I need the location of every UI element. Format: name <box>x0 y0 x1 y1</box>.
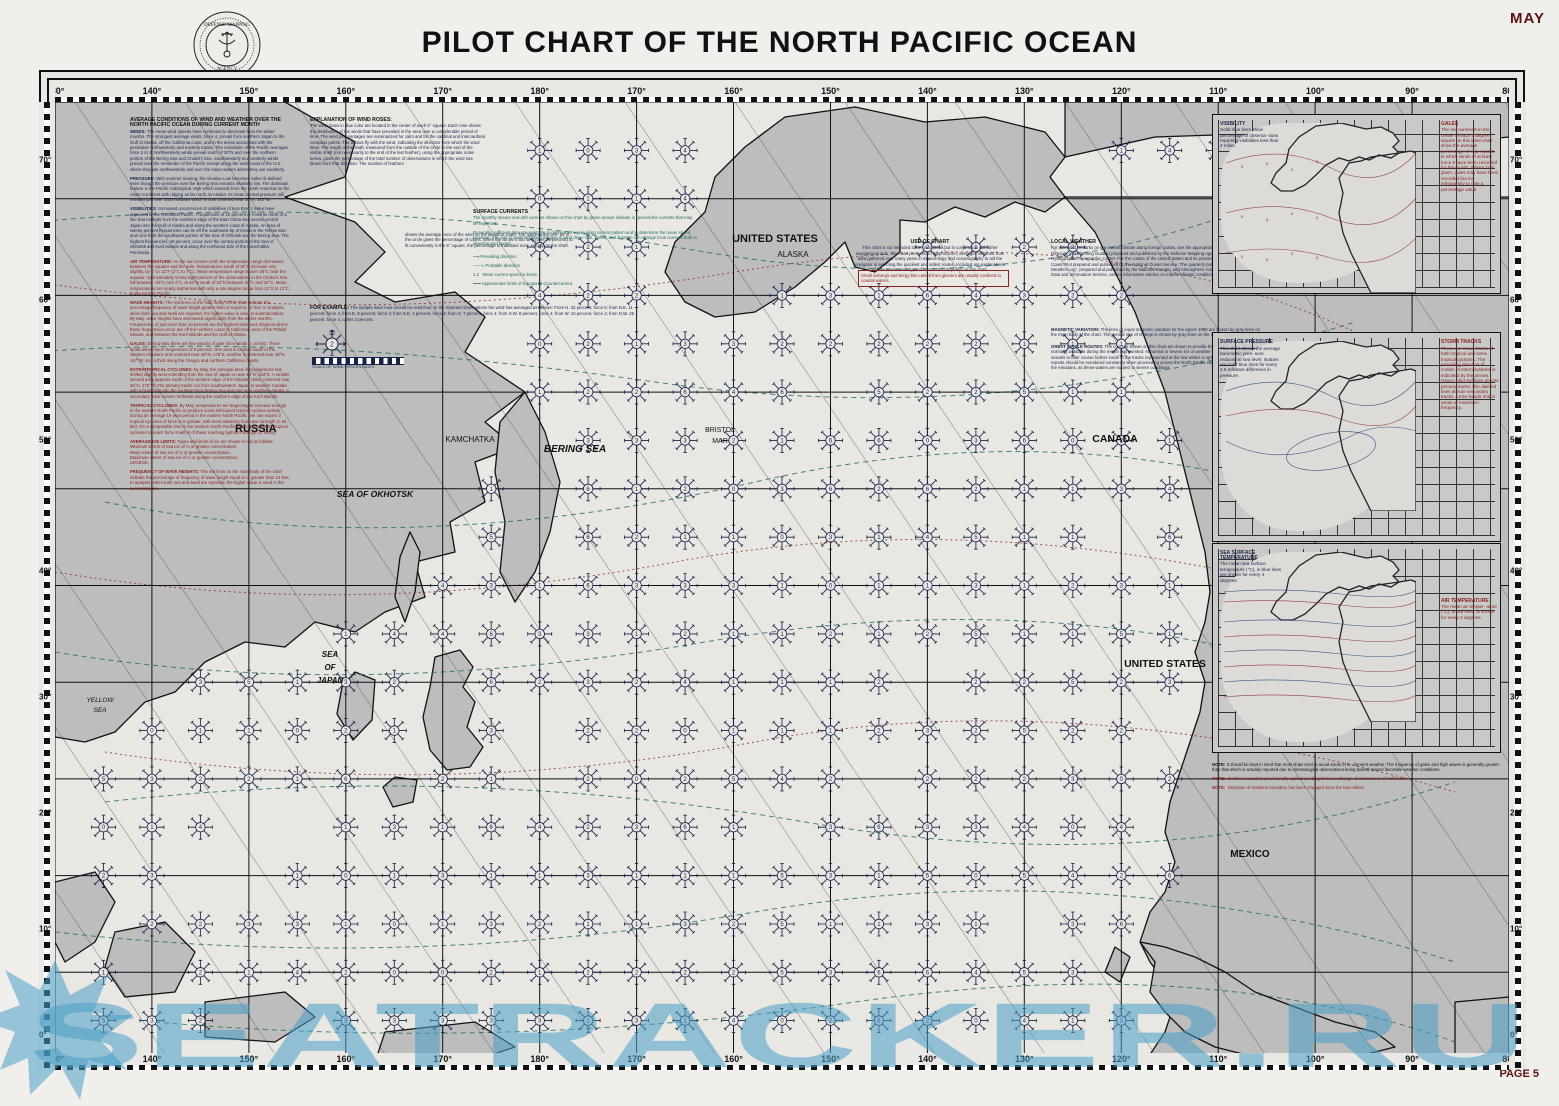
svg-text:CANADA: CANADA <box>1092 433 1138 445</box>
svg-text:0: 0 <box>1266 161 1269 166</box>
svg-text:0: 0 <box>1241 214 1244 219</box>
svg-text:SEA: SEA <box>93 707 106 714</box>
svg-text:2: 2 <box>1316 215 1319 220</box>
svg-text:MEXICO: MEXICO <box>1230 849 1270 860</box>
svg-text:4: 4 <box>1291 211 1294 216</box>
svg-text:MAR: MAR <box>712 438 728 445</box>
svg-text:BERING SEA: BERING SEA <box>544 444 606 455</box>
svg-text:KAMCHATKA: KAMCHATKA <box>445 435 495 444</box>
svg-text:3: 3 <box>1266 217 1269 222</box>
svg-text:UNITED STATES: UNITED STATES <box>732 233 818 245</box>
svg-text:OF: OF <box>324 663 336 672</box>
svg-text:UNITED STATES: UNITED STATES <box>1124 658 1206 670</box>
svg-text:ALASKA: ALASKA <box>777 250 809 259</box>
svg-text:2: 2 <box>330 341 334 348</box>
svg-text:0: 0 <box>1241 164 1244 169</box>
svg-text:0: 0 <box>1266 257 1269 262</box>
svg-text:0: 0 <box>1241 254 1244 259</box>
svg-text:YELLOW: YELLOW <box>86 697 114 704</box>
svg-text:0: 0 <box>1316 255 1319 260</box>
svg-text:SEA OF OKHOTSK: SEA OF OKHOTSK <box>337 489 414 499</box>
svg-text:BRISTOL: BRISTOL <box>705 427 735 434</box>
svg-text:0: 0 <box>1291 251 1294 256</box>
svg-text:SEA: SEA <box>322 650 339 659</box>
svg-text:JAPAN: JAPAN <box>317 676 344 685</box>
